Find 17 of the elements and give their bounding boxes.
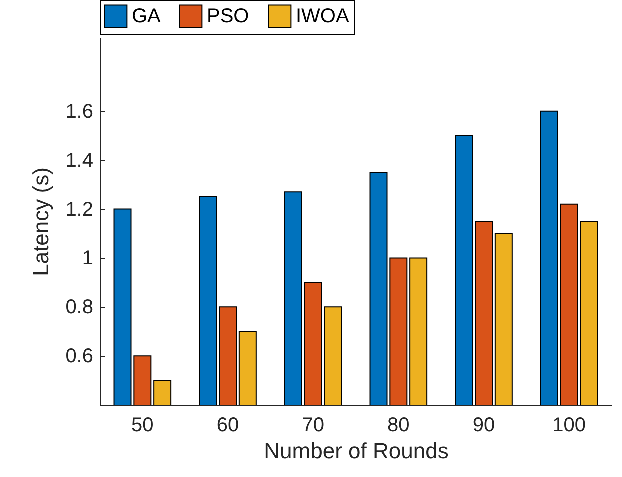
y-tick-label: 1.2	[66, 198, 94, 221]
y-tick-label: 0.6	[66, 346, 94, 368]
x-tick-label: 50	[132, 414, 154, 436]
y-tick-label: 0.8	[66, 296, 94, 319]
x-tick-label: 70	[302, 414, 324, 436]
x-tick-label: 80	[388, 414, 410, 436]
y-tick-label: 1.4	[66, 150, 94, 172]
x-tick-label: 60	[216, 414, 240, 436]
x-tick-label: 100	[552, 414, 586, 436]
x-tick-label: 90	[472, 414, 496, 436]
legend-label: GA	[132, 5, 162, 28]
x-axis-title: Number of Rounds	[264, 438, 449, 464]
legend-label: PSO	[207, 5, 250, 28]
y-tick-label: 1	[82, 248, 94, 270]
y-axis-title: Latency (s)	[28, 168, 54, 276]
legend-label: IWOA	[296, 5, 350, 28]
y-tick-label: 1.6	[66, 100, 94, 123]
